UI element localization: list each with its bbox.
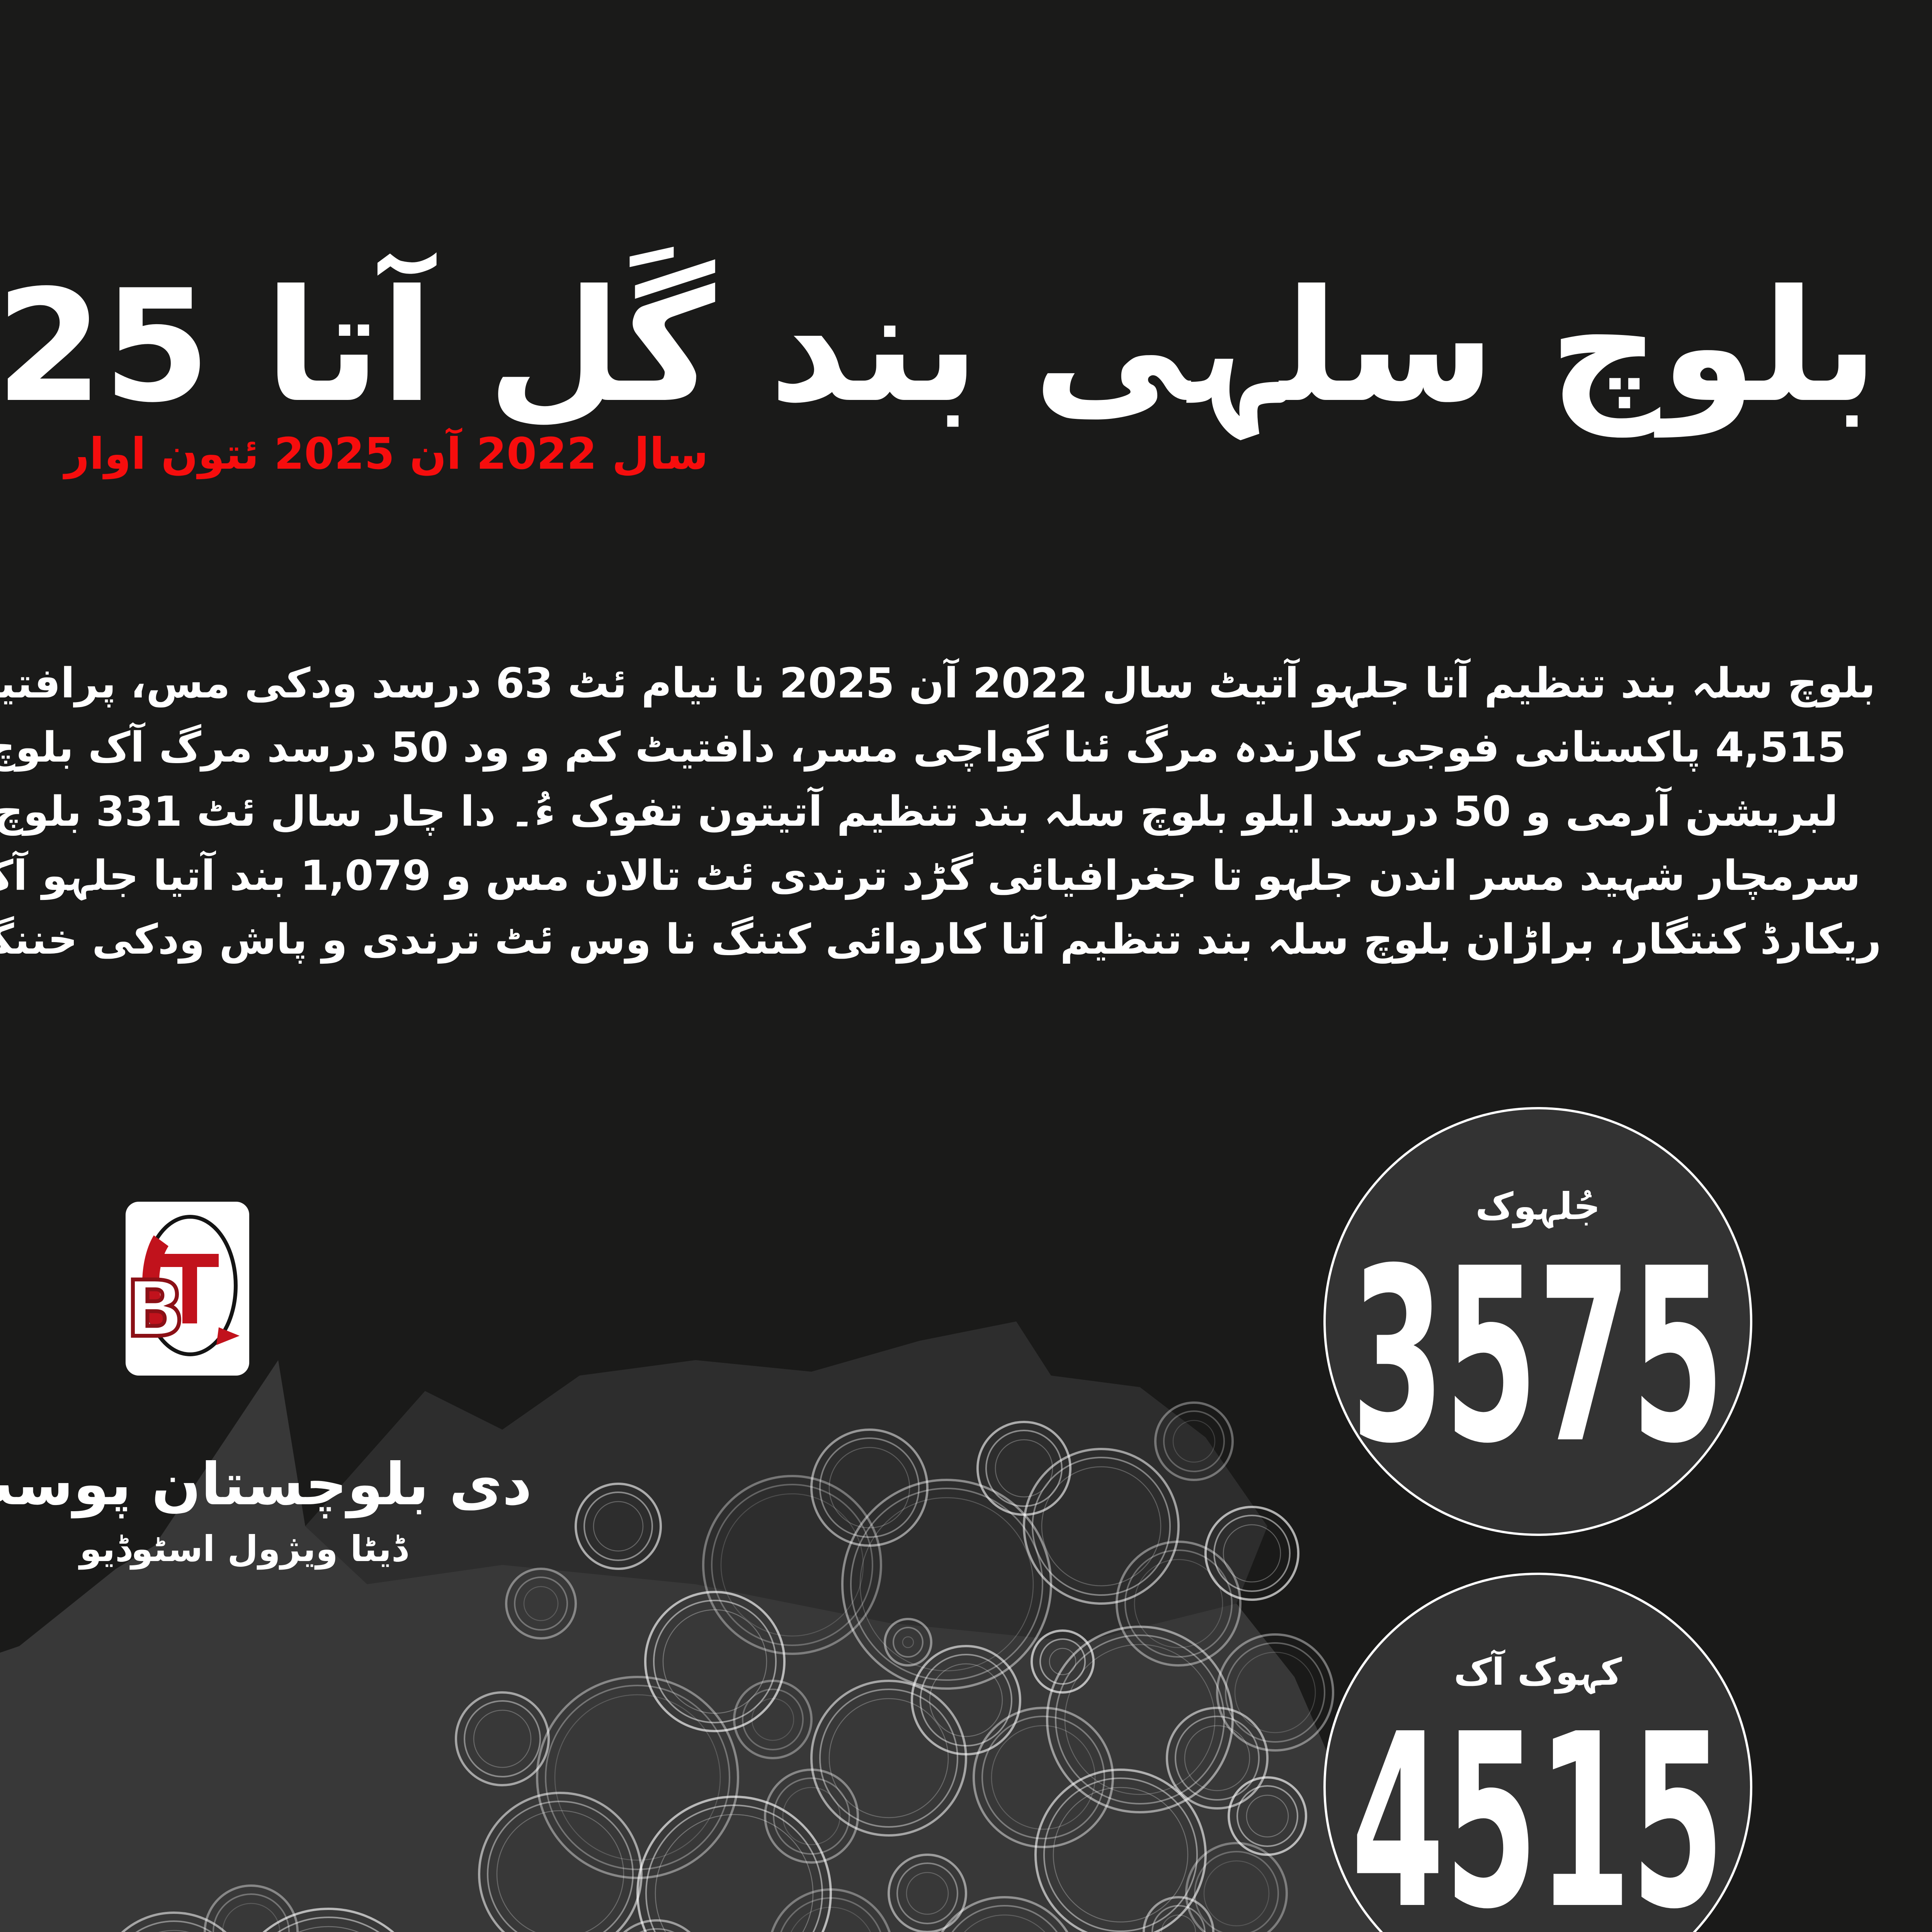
map-north-shade xyxy=(305,1321,1267,1642)
incident-bubble xyxy=(973,1707,1114,1848)
incident-bubbles-layer xyxy=(121,1401,1334,1932)
intro-paragraph: بلوچ سلہ بند تنظیم آتا جلہو آتیٹ سال 202… xyxy=(0,660,1881,964)
incident-bubble xyxy=(1204,1506,1299,1601)
incident-bubble xyxy=(1228,1776,1307,1856)
incident-bubble xyxy=(1034,1769,1207,1932)
incident-bubble xyxy=(1166,1707,1269,1810)
stat-circle-total: جُلہوک 3575 xyxy=(1323,1107,1752,1536)
incident-bubble xyxy=(1216,1633,1334,1752)
incident-bubble xyxy=(644,1591,786,1732)
incident-bubble xyxy=(505,1568,577,1639)
incident-bubble xyxy=(1154,1401,1234,1481)
incident-bubble xyxy=(455,1691,550,1786)
page-subtitle: سال 2022 آن 2025 ئتون اوار xyxy=(64,429,709,479)
stat-value: 4515 xyxy=(1351,1683,1725,1932)
incident-bubble xyxy=(1185,1842,1288,1932)
incident-bubble xyxy=(204,1884,299,1932)
incident-bubble xyxy=(733,1680,813,1759)
incident-bubble xyxy=(884,1618,932,1667)
logo-tagline: ڈیٹا ویژول اسٹوڈیو xyxy=(79,1528,408,1570)
incident-bubble xyxy=(1023,1448,1180,1605)
balochistan-post-logo-icon: B xyxy=(124,1202,249,1376)
incident-bubble xyxy=(262,1908,395,1932)
incident-bubble xyxy=(810,1680,967,1837)
incident-bubble xyxy=(478,1792,643,1932)
incident-bubble xyxy=(1143,1896,1214,1932)
incident-bubble xyxy=(1116,1541,1242,1667)
incident-bubble xyxy=(810,1429,929,1547)
stat-label: جُلہوک xyxy=(1475,1184,1600,1228)
incident-bubble xyxy=(1046,1626,1234,1813)
incident-bubble xyxy=(770,1888,891,1932)
incident-bubble xyxy=(536,1676,739,1879)
stat-circle-killed: کہوک آک 4515 xyxy=(1323,1573,1752,1932)
incident-bubble xyxy=(888,1854,967,1932)
incident-bubble xyxy=(575,1483,662,1570)
incident-bubble xyxy=(841,1479,1052,1690)
logo-name: دی بلوچستان پوسٹ xyxy=(0,1451,532,1518)
incident-bubble xyxy=(121,1912,227,1932)
svg-text:B: B xyxy=(126,1264,185,1354)
stat-value: 3575 xyxy=(1351,1217,1725,1496)
stat-label: کہوک آک xyxy=(1454,1650,1622,1694)
incident-bubble xyxy=(1031,1629,1095,1694)
incident-bubble xyxy=(702,1475,882,1655)
page-title: بلوچ سلہی بند گَل آتا 2025 ئٹ کاریمک xyxy=(0,257,1880,437)
incident-bubble xyxy=(623,1919,691,1932)
incident-bubble xyxy=(940,1896,1069,1932)
incident-bubble xyxy=(764,1769,859,1864)
incident-bubble xyxy=(636,1796,832,1932)
